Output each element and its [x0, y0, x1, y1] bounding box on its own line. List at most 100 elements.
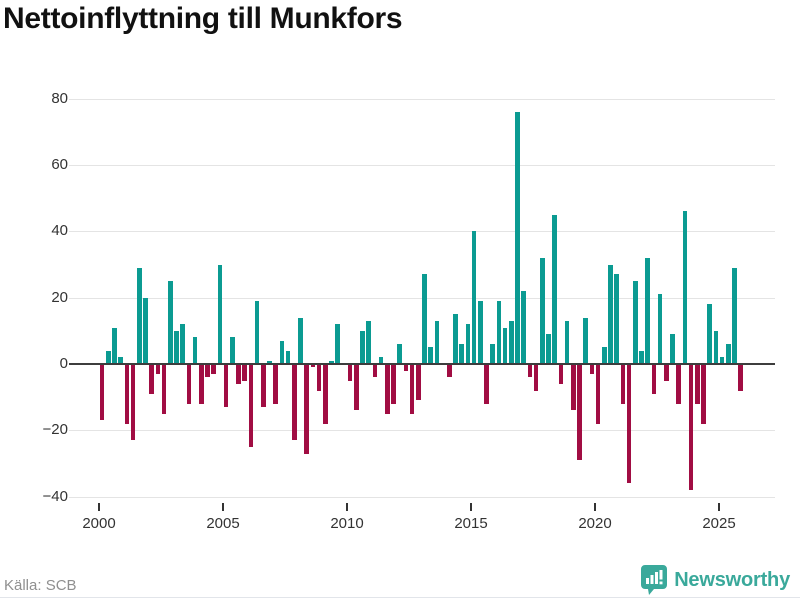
- x-axis-tick: [718, 503, 720, 511]
- newsworthy-logo-text: Newsworthy: [674, 568, 790, 591]
- chart-title: Nettoinflyttning till Munkfors: [3, 2, 403, 35]
- bar-2010-q3: [360, 330, 365, 364]
- bar-2004-q2: [205, 364, 210, 378]
- bar-2019-q1: [570, 364, 576, 411]
- bar-2016-q4: [515, 112, 520, 364]
- x-axis-tick-label: 2015: [454, 515, 488, 532]
- bar-2003-q2: [180, 324, 186, 364]
- x-axis-tick-label: 2010: [330, 515, 364, 532]
- bar-2005-q1: [223, 364, 229, 408]
- bar-2024-q3: [707, 304, 713, 364]
- bar-2012-q1: [397, 344, 403, 364]
- bar-2000-q3: [112, 327, 117, 364]
- bar-2023-q4: [688, 364, 694, 490]
- bar-2002-q4: [167, 281, 173, 364]
- bar-2004-q1: [198, 364, 204, 404]
- zero-axis-line: [69, 363, 775, 365]
- bar-2012-q2: [403, 364, 409, 371]
- bar-2017-q3: [533, 364, 539, 391]
- bar-2019-q3: [583, 317, 589, 364]
- bar-2017-q4: [539, 257, 545, 364]
- y-axis-tick-label: 20: [51, 288, 68, 306]
- y-axis-tick-label: 80: [51, 89, 68, 107]
- bar-2007-q1: [273, 364, 279, 404]
- bar-2020-q3: [608, 264, 613, 364]
- bar-2013-q2: [428, 347, 434, 364]
- bar-2019-q2: [577, 364, 582, 461]
- newsworthy-brand: Newsworthy: [641, 565, 790, 595]
- y-axis-tick-label: −20: [42, 421, 68, 439]
- bar-2008-q2: [304, 364, 310, 454]
- bar-2003-q4: [192, 337, 198, 364]
- bar-2000-q4: [118, 357, 124, 364]
- y-axis-tick-label: 60: [51, 156, 68, 174]
- bar-2023-q3: [682, 211, 688, 364]
- bar-2003-q3: [186, 364, 192, 404]
- bar-2016-q3: [508, 320, 514, 364]
- bar-2021-q3: [632, 281, 638, 364]
- bar-2025-q3: [732, 267, 737, 364]
- y-axis-tick-label: −40: [42, 487, 68, 505]
- bottom-divider: [0, 597, 800, 598]
- gridline: [69, 297, 775, 299]
- y-axis-tick-label: 0: [59, 355, 68, 372]
- bar-2002-q1: [149, 364, 155, 394]
- bar-2008-q4: [316, 364, 322, 391]
- bar-2011-q2: [378, 357, 384, 364]
- bar-2005-q4: [242, 364, 248, 381]
- bar-2017-q2: [527, 364, 533, 378]
- gridline: [69, 430, 775, 432]
- x-axis-tick-label: 2005: [206, 515, 240, 532]
- gridline: [69, 496, 775, 498]
- bar-2024-q4: [713, 330, 719, 364]
- bar-2007-q3: [285, 350, 291, 364]
- newsworthy-logo-icon: [641, 565, 668, 595]
- x-axis-tick: [594, 503, 596, 511]
- x-axis-tick: [222, 503, 224, 511]
- bar-2014-q2: [453, 314, 458, 364]
- bar-2024-q2: [701, 364, 706, 424]
- bar-2019-q4: [589, 364, 595, 374]
- bar-2016-q1: [496, 301, 502, 364]
- bar-2011-q3: [384, 364, 390, 414]
- bar-2018-q3: [558, 364, 564, 384]
- bar-2015-q4: [490, 344, 496, 364]
- source-label: Källa: SCB: [4, 577, 77, 594]
- bar-2023-q1: [670, 334, 675, 364]
- bar-2018-q1: [546, 334, 551, 364]
- bar-2018-q2: [552, 214, 558, 364]
- x-axis-tick: [470, 503, 472, 511]
- bar-2008-q3: [310, 364, 316, 368]
- bar-2015-q1: [471, 231, 477, 364]
- bar-2014-q3: [459, 344, 465, 364]
- x-axis-tick: [346, 503, 348, 511]
- bar-2006-q2: [254, 301, 260, 364]
- bar-2023-q2: [676, 364, 682, 404]
- bar-2009-q1: [322, 364, 328, 424]
- bar-2012-q4: [415, 364, 421, 401]
- bar-2021-q1: [620, 364, 626, 404]
- bar-2024-q1: [694, 364, 700, 404]
- bar-2025-q1: [719, 357, 725, 364]
- bar-2025-q2: [725, 344, 731, 364]
- bar-2010-q2: [353, 364, 359, 411]
- bar-2021-q4: [639, 350, 644, 364]
- bar-2015-q2: [477, 301, 483, 364]
- gridline: [69, 231, 775, 233]
- bar-2020-q2: [601, 347, 607, 364]
- bar-2001-q3: [136, 267, 142, 364]
- bar-2013-q3: [434, 320, 440, 364]
- bar-2005-q3: [236, 364, 241, 384]
- bar-2011-q4: [391, 364, 396, 404]
- bar-2013-q1: [422, 274, 427, 364]
- bar-2001-q4: [143, 297, 148, 364]
- bar-2011-q1: [372, 364, 378, 378]
- bar-2008-q1: [298, 317, 303, 364]
- x-axis-tick-label: 2020: [578, 515, 612, 532]
- bar-2017-q1: [521, 291, 527, 364]
- bar-2009-q3: [335, 324, 341, 364]
- gridline: [69, 98, 775, 100]
- bar-2001-q1: [124, 364, 130, 424]
